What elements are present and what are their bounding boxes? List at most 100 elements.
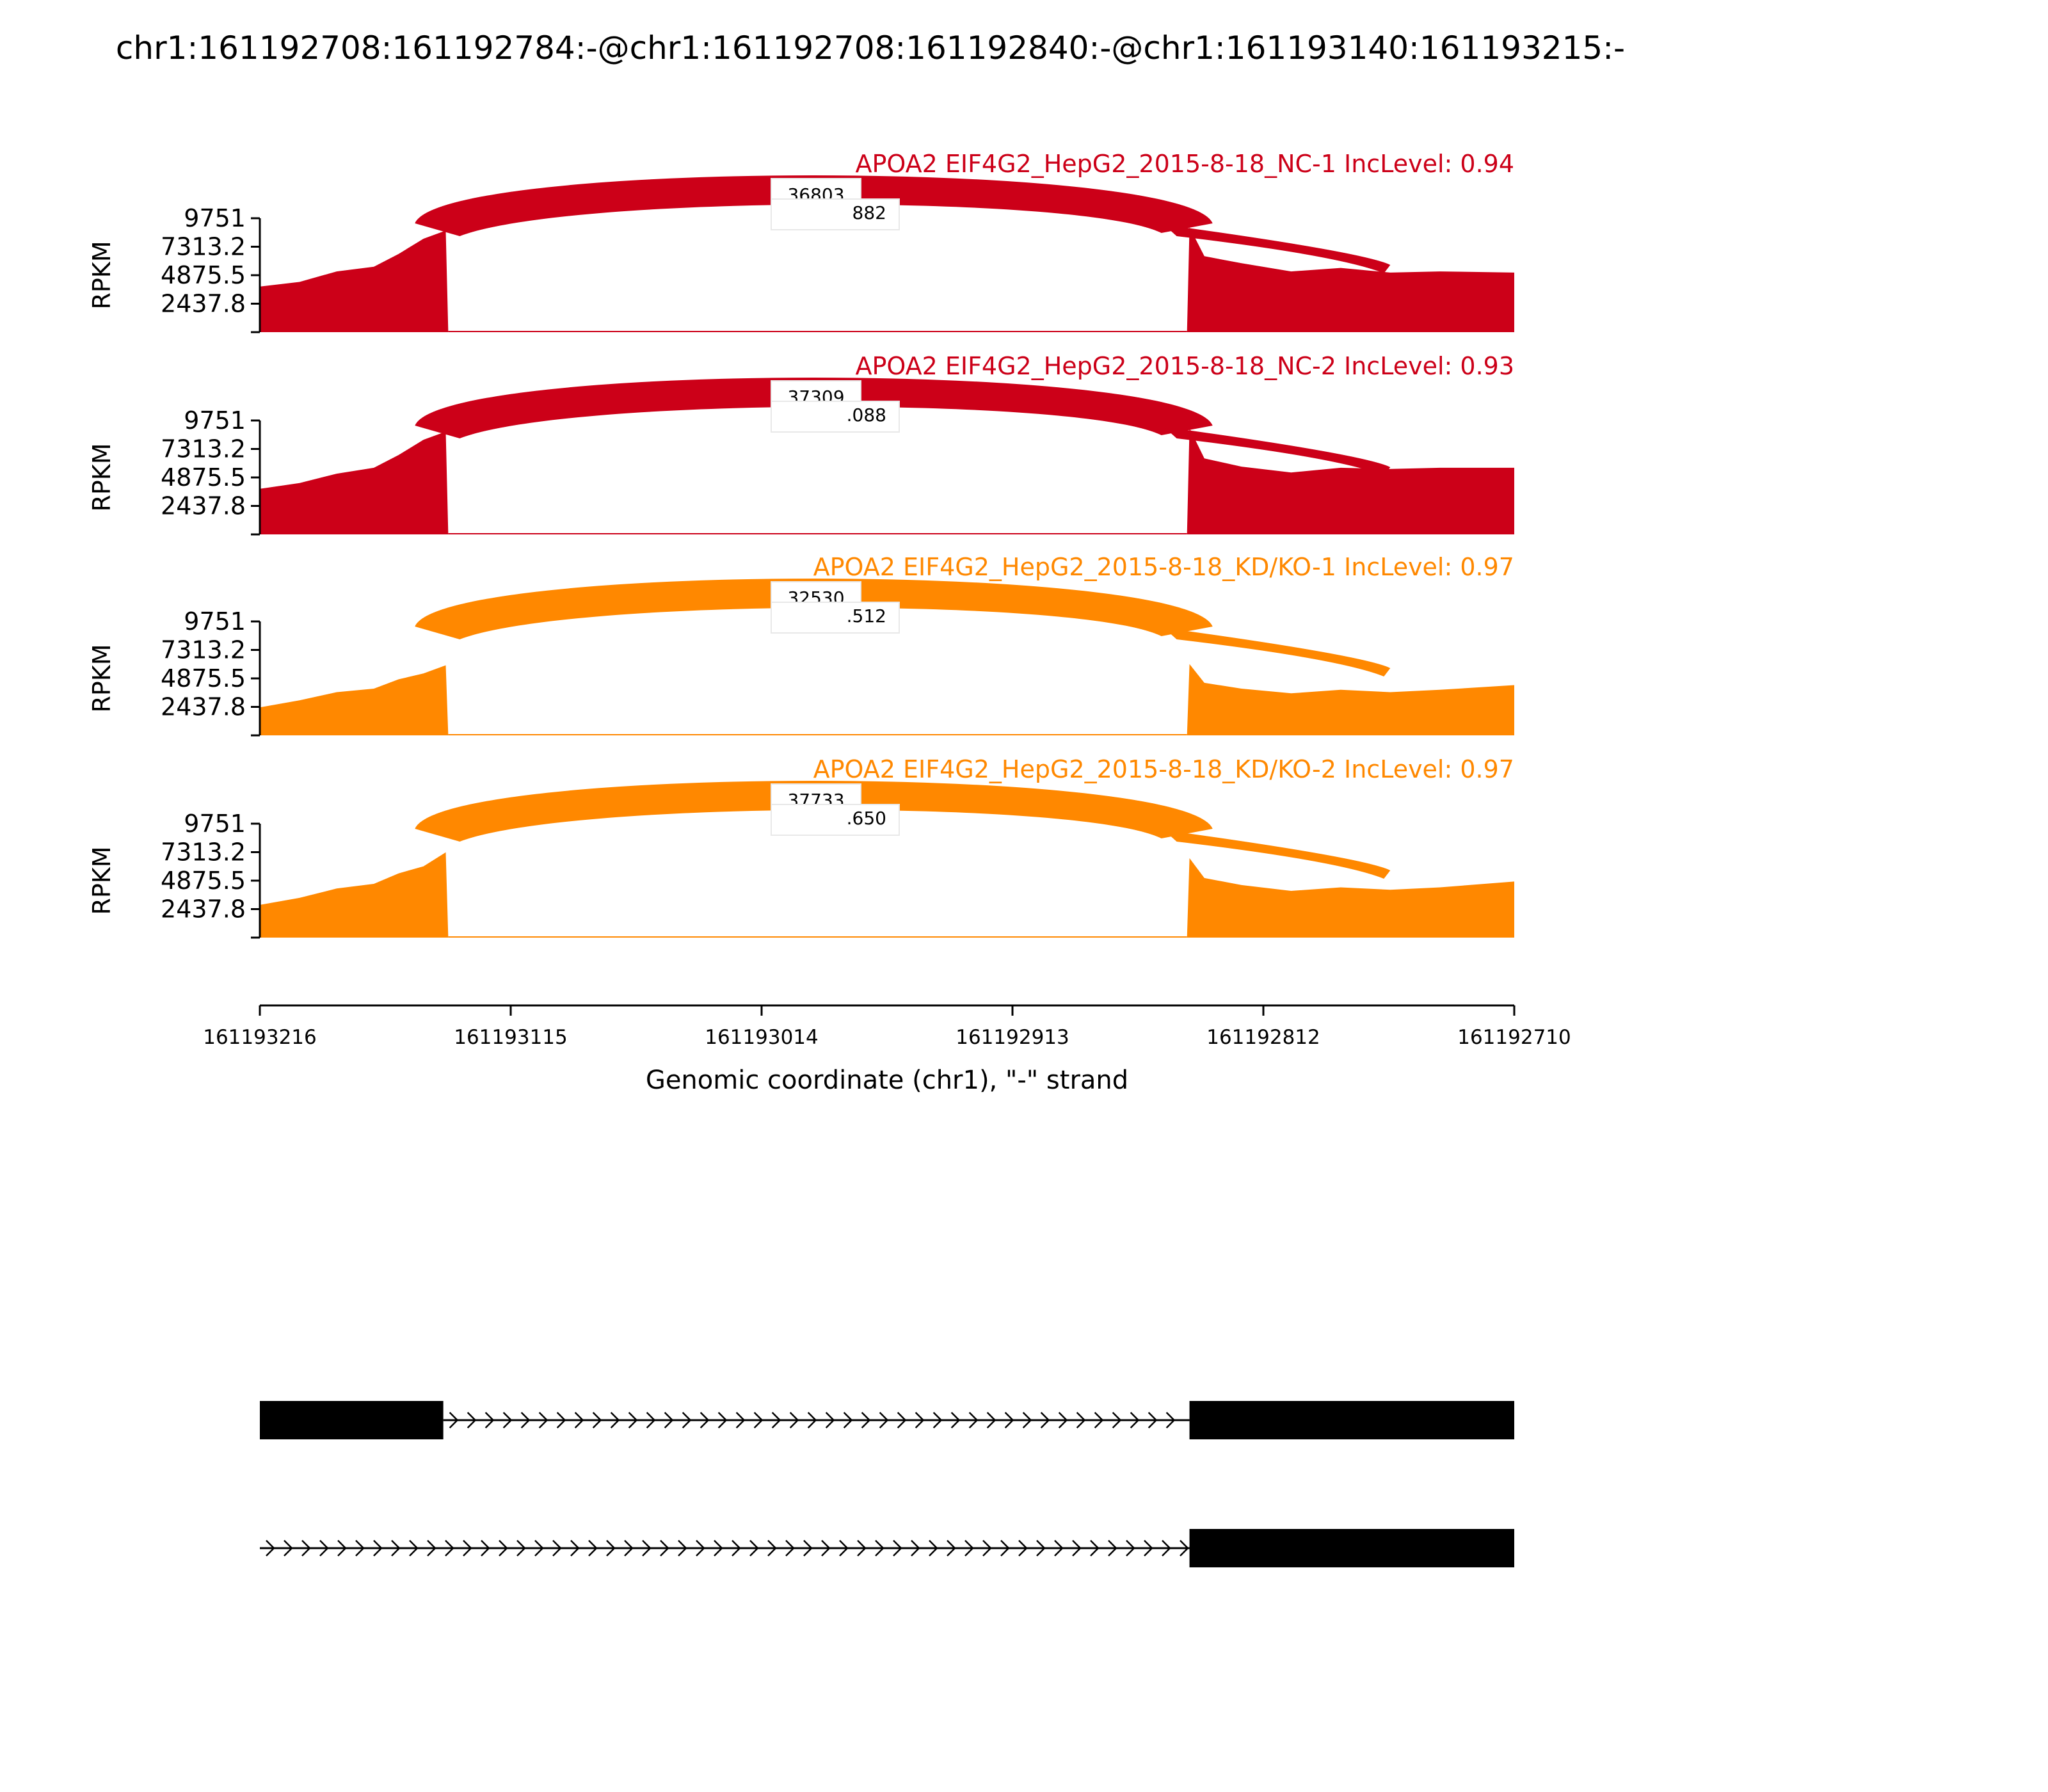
strand-arrow bbox=[1126, 1540, 1135, 1556]
strand-arrow bbox=[391, 1540, 401, 1556]
strand-arrow bbox=[1162, 1540, 1171, 1556]
strand-arrow bbox=[552, 1540, 562, 1556]
strand-arrow bbox=[1054, 1540, 1064, 1556]
y-tick-label: 4875.5 bbox=[161, 463, 246, 492]
strand-arrow bbox=[696, 1540, 705, 1556]
exon-block bbox=[1189, 1529, 1514, 1567]
y-tick-label: 9751 bbox=[184, 204, 246, 232]
strand-arrow bbox=[516, 1540, 526, 1556]
strand-arrow bbox=[1036, 1540, 1046, 1556]
track-label: APOA2 EIF4G2_HepG2_2015-8-18_KD/KO-1 Inc… bbox=[813, 553, 1514, 581]
strand-arrow bbox=[700, 1412, 710, 1428]
strand-arrow bbox=[1112, 1412, 1122, 1428]
strand-arrow bbox=[807, 1412, 817, 1428]
strand-arrow bbox=[932, 1412, 943, 1428]
junction-arc-secondary bbox=[1164, 225, 1391, 273]
strand-arrow bbox=[646, 1412, 656, 1428]
strand-arrow bbox=[825, 1412, 835, 1428]
strand-arrow bbox=[538, 1412, 548, 1428]
strand-arrow bbox=[1144, 1540, 1153, 1556]
strand-arrow bbox=[753, 1412, 764, 1428]
strand-arrow bbox=[893, 1540, 902, 1556]
strand-arrow bbox=[574, 1412, 584, 1428]
y-tick-label: 7313.2 bbox=[161, 636, 246, 664]
strand-arrow bbox=[861, 1412, 871, 1428]
gene-models bbox=[260, 1401, 1514, 1567]
junction-arc-secondary bbox=[1164, 628, 1391, 676]
strand-arrow bbox=[499, 1540, 508, 1556]
strand-arrow bbox=[911, 1540, 920, 1556]
y-tick-label: 2437.8 bbox=[161, 492, 246, 520]
strand-arrow bbox=[284, 1540, 293, 1556]
strand-arrow bbox=[785, 1540, 795, 1556]
strand-arrow bbox=[821, 1540, 831, 1556]
x-tick-label: 161193216 bbox=[203, 1026, 317, 1049]
strand-arrow bbox=[717, 1412, 728, 1428]
strand-arrow bbox=[449, 1412, 459, 1428]
y-tick-label: 4875.5 bbox=[161, 261, 246, 289]
strand-arrow bbox=[839, 1540, 849, 1556]
track-label: APOA2 EIF4G2_HepG2_2015-8-18_NC-1 IncLev… bbox=[855, 150, 1514, 178]
junction-arc-main bbox=[415, 579, 1213, 639]
y-tick-label: 2437.8 bbox=[161, 895, 246, 923]
strand-arrow bbox=[714, 1540, 723, 1556]
strand-arrow bbox=[1090, 1540, 1100, 1556]
strand-arrow bbox=[986, 1412, 996, 1428]
y-tick-label: 9751 bbox=[184, 810, 246, 838]
strand-arrow bbox=[628, 1412, 638, 1428]
strand-arrow bbox=[520, 1412, 531, 1428]
strand-arrow bbox=[735, 1412, 746, 1428]
junction-label: .512 bbox=[847, 605, 886, 627]
strand-arrow bbox=[732, 1540, 741, 1556]
y-tick-label: 7313.2 bbox=[161, 838, 246, 867]
strand-arrow bbox=[1040, 1412, 1050, 1428]
strand-arrow bbox=[982, 1540, 992, 1556]
y-tick-label: 9751 bbox=[184, 607, 246, 636]
strand-arrow bbox=[319, 1540, 329, 1556]
x-axis: 161193216 161193115 161193014 161192913 1611… bbox=[203, 1004, 1571, 1095]
strand-arrow bbox=[915, 1412, 925, 1428]
track-label: APOA2 EIF4G2_HepG2_2015-8-18_KD/KO-2 Inc… bbox=[813, 755, 1514, 783]
strand-arrow bbox=[610, 1412, 620, 1428]
strand-arrow bbox=[1058, 1412, 1068, 1428]
strand-arrow bbox=[502, 1412, 513, 1428]
junction-label-box bbox=[771, 804, 900, 836]
y-tick-label: 4875.5 bbox=[161, 664, 246, 692]
strand-arrow bbox=[1072, 1540, 1082, 1556]
junction-label: .650 bbox=[847, 808, 886, 829]
y-tick-label: 4875.5 bbox=[161, 867, 246, 895]
x-tick-label: 161193115 bbox=[454, 1026, 568, 1049]
strand-arrow bbox=[556, 1412, 566, 1428]
y-axis-label: RPKM bbox=[88, 443, 116, 511]
junction-arc-main bbox=[415, 781, 1213, 842]
x-tick-label: 161192913 bbox=[956, 1026, 1069, 1049]
y-axis-label: RPKM bbox=[88, 241, 116, 309]
strand-arrow bbox=[1094, 1412, 1104, 1428]
figure-title: chr1:161192708:161192784:-@chr1:16119270… bbox=[116, 29, 1625, 67]
y-tick-label: 7313.2 bbox=[161, 233, 246, 261]
strand-arrow bbox=[373, 1540, 383, 1556]
strand-arrow bbox=[843, 1412, 853, 1428]
exon-block bbox=[1189, 1401, 1514, 1439]
y-tick-label: 7313.2 bbox=[161, 435, 246, 463]
y-axis-label: RPKM bbox=[88, 846, 116, 915]
strand-arrow bbox=[875, 1540, 884, 1556]
coverage-area bbox=[260, 428, 1514, 534]
junction-arc-main bbox=[415, 378, 1213, 438]
exon-block bbox=[260, 1401, 444, 1439]
track-label: APOA2 EIF4G2_HepG2_2015-8-18_NC-2 IncLev… bbox=[855, 352, 1514, 380]
strand-arrow bbox=[968, 1412, 979, 1428]
junction-label: .088 bbox=[847, 404, 886, 426]
strand-arrow bbox=[1130, 1412, 1140, 1428]
strand-arrow bbox=[445, 1540, 454, 1556]
strand-arrow bbox=[857, 1540, 867, 1556]
strand-arrow bbox=[929, 1540, 938, 1556]
strand-arrow bbox=[678, 1540, 687, 1556]
junction-arc-secondary bbox=[1164, 830, 1391, 879]
x-tick-label: 161192812 bbox=[1206, 1026, 1320, 1049]
